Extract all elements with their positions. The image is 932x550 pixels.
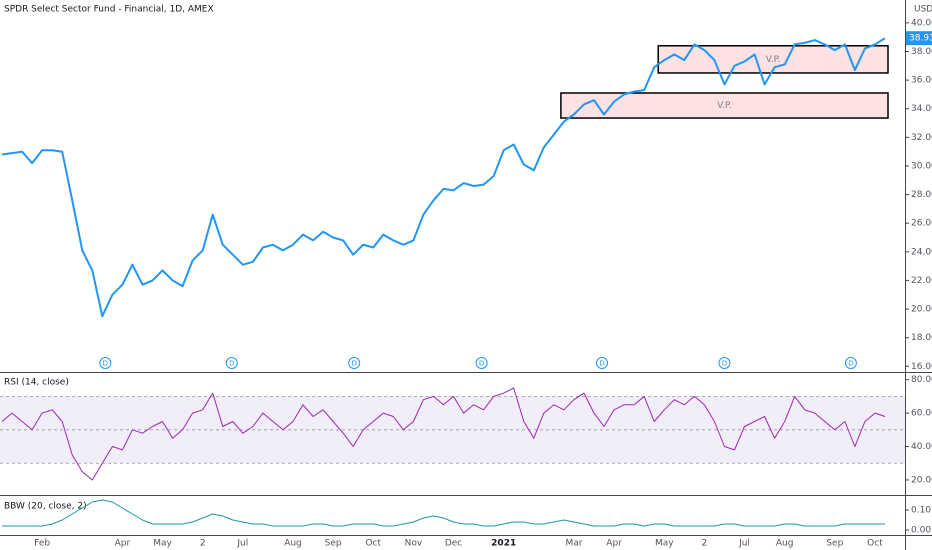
y-tick-label: 32.00 <box>911 133 932 143</box>
y-tick-label: 36.00 <box>911 76 932 86</box>
x-tick-label: 2 <box>200 539 206 549</box>
dividend-label: D <box>103 360 108 368</box>
y-tick-label: 60.00 <box>911 409 932 419</box>
dividend-label: D <box>848 360 853 368</box>
y-tick-label: 80.00 <box>911 375 932 385</box>
y-tick-label: 22.00 <box>911 276 932 286</box>
y-tick-label: 30.00 <box>911 161 932 171</box>
x-tick-label: Oct <box>867 539 883 549</box>
series-line <box>2 499 885 527</box>
indicator-title: BBW (20, close, 2) <box>4 502 87 512</box>
y-tick-label: 0.10 <box>911 506 931 516</box>
dividend-label: D <box>722 360 727 368</box>
currency: USD <box>914 5 932 15</box>
series-line <box>1 387 886 481</box>
x-tick-label: Apr <box>115 539 131 549</box>
x-tick-label: Sep <box>826 539 843 549</box>
annotation-label: V.P. <box>766 55 781 65</box>
indicator-title: RSI (14, close) <box>4 378 69 388</box>
x-tick-label: May <box>153 539 172 549</box>
y-tick-label: 28.00 <box>911 190 932 200</box>
y-tick-label: 0.00 <box>911 526 931 536</box>
x-tick-label: Sep <box>325 539 342 549</box>
dividend-label: D <box>229 360 234 368</box>
last-price-box <box>906 31 932 46</box>
y-tick-label: 26.00 <box>911 219 932 229</box>
x-tick-label: May <box>655 539 674 549</box>
y-tick-label: 18.00 <box>911 333 932 343</box>
x-tick-label: Mar <box>565 539 582 549</box>
y-tick-label: 38.00 <box>911 47 932 57</box>
y-tick-label: 34.00 <box>911 104 932 114</box>
y-tick-label: 40.00 <box>911 18 932 28</box>
x-tick-label: 2 <box>702 539 708 549</box>
annotation-label: V.P. <box>717 101 732 111</box>
y-tick-label: 20.00 <box>911 305 932 315</box>
x-tick-label: Feb <box>34 539 50 549</box>
x-tick-label: Nov <box>405 539 423 549</box>
last-price-label: 38.93 <box>909 34 932 44</box>
x-tick-label: Apr <box>606 539 622 549</box>
dividend-marker <box>99 357 112 369</box>
chart-title: SPDR Select Sector Fund - Financial, 1D,… <box>4 5 214 15</box>
dividend-marker <box>596 357 609 369</box>
dividend-marker <box>225 357 238 369</box>
x-tick-label: Aug <box>284 539 302 549</box>
x-tick-label: Jul <box>738 539 750 549</box>
dividend-marker <box>844 357 857 369</box>
y-tick-label: 24.00 <box>911 247 932 257</box>
x-tick-label: Jul <box>236 539 248 549</box>
dividend-label: D <box>479 360 484 368</box>
dividend-marker <box>475 357 488 369</box>
y-tick-label: 20.00 <box>911 475 932 485</box>
volume-profile-box <box>560 92 889 119</box>
dividend-label: D <box>599 360 604 368</box>
y-tick-label: 40.00 <box>911 442 932 452</box>
x-tick-label: Aug <box>776 539 794 549</box>
dividend-label: D <box>352 360 357 368</box>
x-tick-label: Dec <box>445 539 462 549</box>
series-line <box>1 37 886 318</box>
y-tick-label: 16.00 <box>911 362 932 372</box>
x-tick-label: 2021 <box>491 539 516 549</box>
dividend-marker <box>718 357 731 369</box>
x-tick-label: Oct <box>365 539 381 549</box>
dividend-marker <box>348 357 361 369</box>
